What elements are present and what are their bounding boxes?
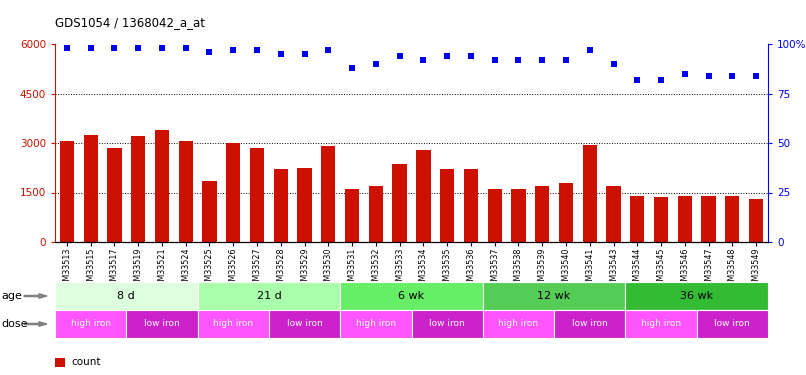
Bar	[250, 148, 264, 242]
Text: 12 wk: 12 wk	[538, 291, 571, 301]
Bar	[463, 170, 478, 242]
Bar	[625, 310, 696, 338]
Bar	[393, 165, 407, 242]
Text: 8 d: 8 d	[118, 291, 135, 301]
Bar	[274, 170, 288, 242]
Bar	[55, 282, 197, 310]
Bar	[412, 310, 483, 338]
Bar	[488, 189, 502, 242]
Point	[298, 51, 311, 57]
Point	[156, 45, 168, 51]
Text: low iron: low iron	[714, 320, 750, 328]
Point	[417, 57, 430, 63]
Text: age: age	[2, 291, 23, 301]
Point	[679, 71, 692, 77]
Point	[346, 65, 359, 71]
Bar	[226, 143, 240, 242]
Bar	[535, 186, 550, 242]
Point	[536, 57, 549, 63]
Bar	[511, 189, 526, 242]
Text: low iron: low iron	[144, 320, 180, 328]
Point	[226, 47, 239, 53]
Point	[251, 47, 264, 53]
Bar	[654, 198, 668, 242]
Bar	[625, 282, 768, 310]
Point	[702, 73, 715, 79]
Point	[179, 45, 192, 51]
Text: high iron: high iron	[71, 320, 110, 328]
Point	[322, 47, 334, 53]
Bar	[559, 183, 573, 242]
Point	[464, 53, 477, 59]
Text: high iron: high iron	[498, 320, 538, 328]
Text: dose: dose	[2, 319, 28, 329]
Point	[750, 73, 762, 79]
Text: high iron: high iron	[214, 320, 253, 328]
Bar	[440, 170, 455, 242]
Point	[441, 53, 454, 59]
Point	[393, 53, 406, 59]
Bar	[340, 310, 412, 338]
Text: 21 d: 21 d	[256, 291, 281, 301]
Point	[726, 73, 739, 79]
Point	[607, 61, 620, 67]
Text: 6 wk: 6 wk	[398, 291, 425, 301]
Point	[631, 76, 644, 82]
Point	[203, 49, 216, 55]
Text: high iron: high iron	[641, 320, 681, 328]
Point	[512, 57, 525, 63]
Text: GDS1054 / 1368042_a_at: GDS1054 / 1368042_a_at	[55, 16, 205, 29]
Point	[108, 45, 121, 51]
Bar	[60, 141, 74, 242]
Bar	[725, 196, 739, 242]
Text: low iron: low iron	[572, 320, 608, 328]
Bar	[297, 168, 312, 242]
Bar	[483, 310, 554, 338]
Bar	[416, 150, 430, 242]
Point	[654, 76, 667, 82]
Bar	[197, 282, 340, 310]
Bar	[84, 135, 98, 242]
Text: low iron: low iron	[430, 320, 465, 328]
Bar	[127, 310, 197, 338]
Bar	[368, 186, 383, 242]
Bar	[340, 282, 483, 310]
Bar	[583, 145, 597, 242]
Point	[84, 45, 97, 51]
Bar	[202, 181, 217, 242]
Text: low iron: low iron	[287, 320, 322, 328]
Bar	[606, 186, 621, 242]
Bar	[197, 310, 269, 338]
Bar	[155, 130, 169, 242]
Bar	[749, 199, 763, 242]
Bar	[701, 196, 716, 242]
Text: 36 wk: 36 wk	[680, 291, 713, 301]
Text: high iron: high iron	[355, 320, 396, 328]
Bar	[554, 310, 625, 338]
Point	[488, 57, 501, 63]
Point	[369, 61, 382, 67]
Bar	[483, 282, 625, 310]
Point	[559, 57, 572, 63]
Bar	[696, 310, 768, 338]
Bar	[345, 189, 359, 242]
Bar	[630, 196, 645, 242]
Bar	[131, 136, 145, 242]
Text: count: count	[71, 357, 101, 368]
Bar	[678, 196, 692, 242]
Bar	[179, 141, 193, 242]
Point	[131, 45, 144, 51]
Bar	[269, 310, 340, 338]
Bar	[321, 146, 335, 242]
Point	[274, 51, 287, 57]
Bar	[107, 148, 122, 242]
Point	[60, 45, 73, 51]
Point	[584, 47, 596, 53]
Bar	[55, 310, 127, 338]
